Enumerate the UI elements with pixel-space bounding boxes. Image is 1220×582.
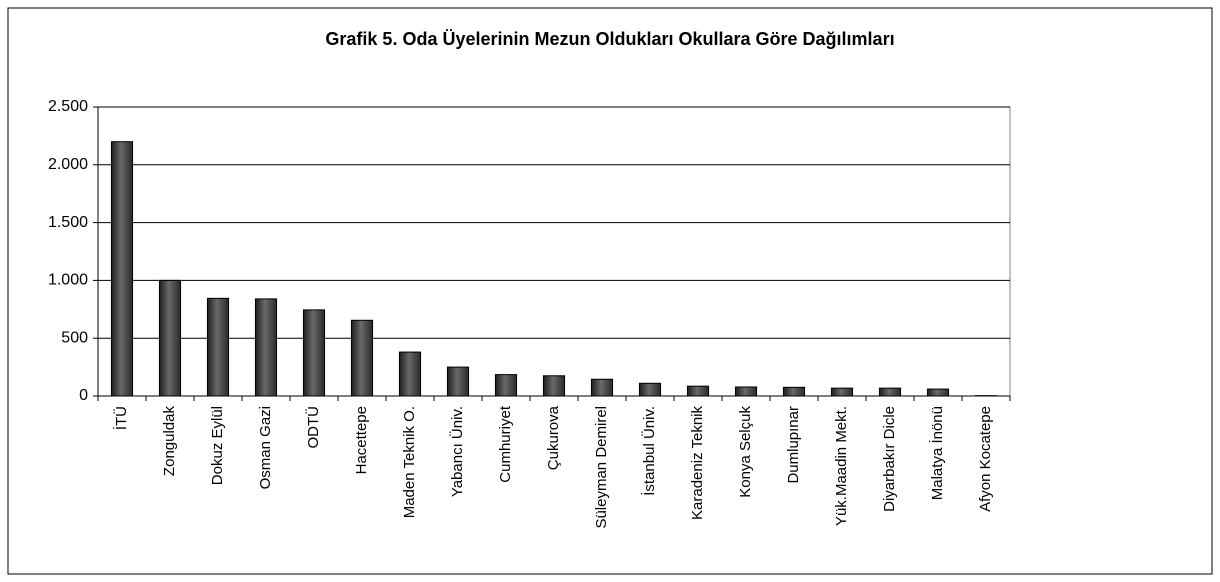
bar <box>926 388 950 397</box>
frame <box>7 7 1213 575</box>
bar <box>446 366 470 397</box>
x-tick-label: Çukurova <box>545 405 562 470</box>
y-tick-label: 0 <box>79 387 88 404</box>
x-tick-label: Dokuz Eylül <box>209 406 226 485</box>
bar <box>110 141 134 397</box>
bar <box>638 382 662 397</box>
x-tick-label: Yük.Maadin Mekt. <box>833 406 850 526</box>
y-tick-label: 2.000 <box>48 156 88 173</box>
x-tick-label: Dumlupınar <box>785 406 802 484</box>
bar <box>734 386 758 397</box>
bar <box>878 387 902 397</box>
bar <box>254 298 278 397</box>
y-tick-label: 2.500 <box>48 98 88 115</box>
bar <box>542 375 566 397</box>
bar <box>302 309 326 397</box>
x-tick-label: Afyon Kocatepe <box>977 406 994 512</box>
y-tick-label: 500 <box>61 329 88 346</box>
x-tick-label: Diyarbakır Dicle <box>881 406 898 512</box>
y-tick-label: 1.000 <box>48 272 88 289</box>
bar <box>398 351 422 397</box>
x-tick-label: Malatya İnönü <box>928 406 946 500</box>
x-tick-label: Konya Selçuk <box>737 406 754 498</box>
bar <box>494 374 518 397</box>
y-tick-label: 1.500 <box>48 214 88 231</box>
x-tick-label: Zonguldak <box>161 406 178 477</box>
bar <box>590 378 614 397</box>
x-tick-label: Maden Teknik O. <box>401 406 418 518</box>
x-tick-label: Karadeniz Teknik <box>689 406 706 520</box>
x-tick-label: Yabancı Üniv. <box>448 406 466 497</box>
bar <box>782 386 806 397</box>
x-tick-label: İTÜ <box>112 406 130 430</box>
bar <box>686 385 710 397</box>
bar <box>830 387 854 397</box>
bar <box>206 297 230 397</box>
x-tick-label: ODTÜ <box>304 406 322 449</box>
x-tick-label: Süleyman Demirel <box>593 406 610 529</box>
bar <box>158 279 182 397</box>
x-tick-label: Osman Gazi <box>257 406 274 489</box>
x-tick-label: İstanbul Üniv. <box>640 406 658 496</box>
x-tick-label: Cumhuriyet <box>497 405 514 483</box>
bar <box>350 319 374 397</box>
x-tick-label: Hacettepe <box>353 406 370 474</box>
chart-title: Grafik 5. Oda Üyelerinin Mezun Oldukları… <box>325 29 894 49</box>
